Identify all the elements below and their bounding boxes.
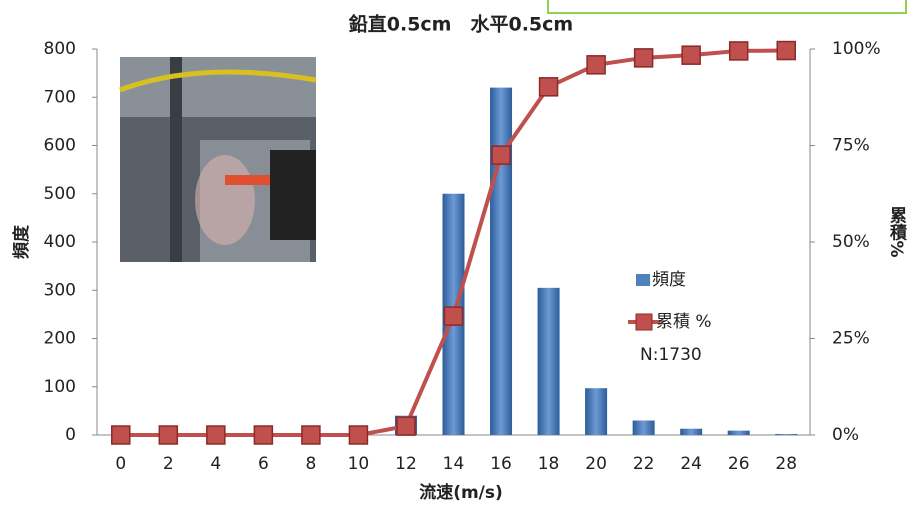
y-tick-label: 400 <box>44 232 76 252</box>
marker <box>253 425 274 445</box>
chart-title: 鉛直0.5cm 水平0.5cm <box>349 13 573 36</box>
bar <box>775 434 798 435</box>
marker <box>348 425 369 445</box>
marker <box>111 425 131 445</box>
x-tick-label: 16 <box>490 454 512 474</box>
marker <box>538 77 559 97</box>
x-tick-label: 28 <box>775 454 797 474</box>
photo <box>119 57 317 262</box>
x-tick-label: 20 <box>585 454 607 474</box>
y2-tick-label: 50% <box>832 232 870 252</box>
y2-axis-label: 累積% <box>886 206 907 257</box>
y-tick-label: 300 <box>44 280 76 300</box>
y-tick-label: 600 <box>44 136 76 156</box>
legend-label: 累積 % <box>656 312 712 332</box>
y-tick-label: 100 <box>44 377 76 397</box>
legend-label: 頻度 <box>652 270 686 290</box>
marker <box>491 145 511 165</box>
marker <box>681 45 701 65</box>
y-tick-label: 500 <box>44 184 76 204</box>
x-tick-label: 0 <box>115 454 126 474</box>
bar <box>727 430 750 435</box>
marker <box>206 425 226 445</box>
y-tick-label: 0 <box>65 425 76 445</box>
y-tick-label: 800 <box>44 39 76 59</box>
x-tick-label: 12 <box>395 454 417 474</box>
x-tick-label: 24 <box>680 454 702 474</box>
y2-tick-label: 0% <box>832 425 859 445</box>
bar <box>537 287 560 435</box>
y-axis-label: 頻度 <box>11 224 32 260</box>
bar <box>680 428 703 435</box>
bar <box>632 420 655 435</box>
x-axis-label: 流速(m/s) <box>419 482 503 503</box>
y2-tick-label: 100% <box>832 39 881 59</box>
marker <box>301 425 321 445</box>
annotation: N:1730 <box>640 345 702 365</box>
marker <box>586 55 606 75</box>
bar <box>490 87 513 435</box>
marker <box>633 48 654 68</box>
x-tick-label: 4 <box>210 454 221 474</box>
legend-swatch <box>635 313 653 331</box>
bar <box>585 388 608 435</box>
x-tick-label: 10 <box>348 454 370 474</box>
marker <box>396 416 416 436</box>
marker <box>776 40 796 61</box>
marker <box>158 425 179 445</box>
x-tick-label: 6 <box>258 454 269 474</box>
green-box <box>547 0 907 14</box>
x-tick-label: 2 <box>163 454 174 474</box>
x-tick-label: 8 <box>305 454 316 474</box>
marker <box>728 41 749 61</box>
legend-swatch <box>636 274 650 286</box>
x-tick-label: 14 <box>443 454 465 474</box>
y2-tick-label: 25% <box>832 329 870 349</box>
x-tick-label: 18 <box>538 454 560 474</box>
marker <box>443 306 464 326</box>
x-tick-label: 26 <box>728 454 750 474</box>
y-tick-label: 700 <box>44 87 76 107</box>
y2-tick-label: 75% <box>832 136 870 156</box>
y-tick-label: 200 <box>44 329 76 349</box>
x-tick-label: 22 <box>633 454 655 474</box>
